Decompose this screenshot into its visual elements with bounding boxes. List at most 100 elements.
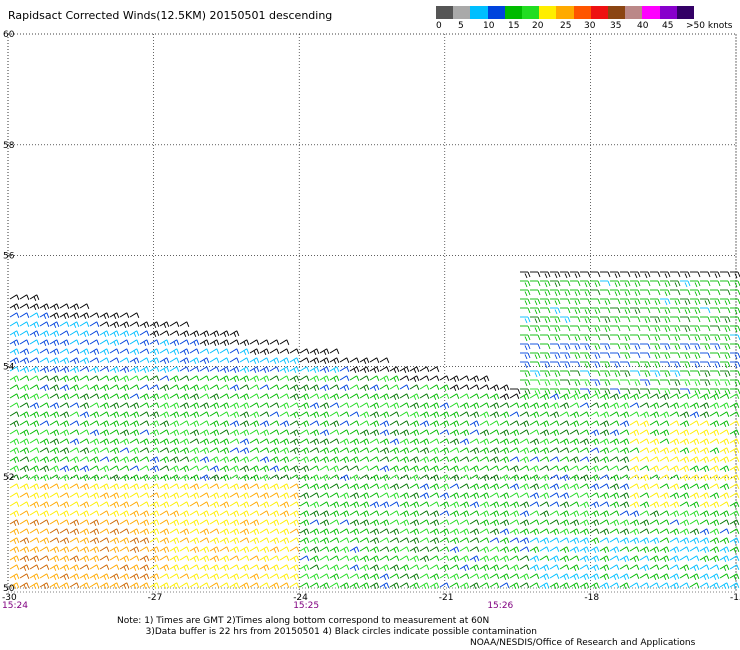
wind-barb (149, 483, 160, 489)
wind-barb (409, 492, 420, 500)
wind-barb (419, 474, 430, 480)
wind-barb (409, 456, 420, 464)
wind-barb (469, 429, 480, 435)
wind-barb (710, 325, 721, 332)
wind-barb (229, 573, 240, 581)
wind-barb (259, 582, 270, 588)
wind-barb (670, 280, 681, 288)
wind-barb (419, 447, 430, 455)
time-label: 15:26 (487, 601, 513, 611)
wind-barb (99, 420, 110, 428)
wind-barb (9, 393, 20, 399)
wind-barb (489, 564, 500, 572)
wind-barb (99, 429, 110, 437)
wind-barb (449, 546, 460, 554)
wind-barb (409, 501, 420, 509)
wind-barb (539, 420, 550, 428)
wind-barb (509, 393, 520, 399)
wind-barb (9, 321, 20, 327)
wind-barb (630, 352, 641, 359)
wind-barb (269, 420, 280, 426)
wind-barb (349, 420, 360, 426)
wind-barb (459, 411, 470, 417)
wind-barb (589, 465, 600, 473)
wind-barb (369, 438, 380, 444)
wind-barb (239, 420, 250, 428)
wind-barb (539, 492, 550, 500)
wind-barb (699, 564, 710, 570)
wind-barb (299, 582, 310, 588)
wind-barb (259, 474, 270, 482)
wind-barb (99, 501, 110, 507)
wind-barb (59, 528, 70, 534)
wind-barb (279, 384, 290, 390)
wind-barb (510, 388, 521, 395)
wind-barb (79, 501, 90, 509)
wind-barb (469, 375, 480, 383)
wind-barb (29, 492, 40, 500)
wind-barb (529, 582, 540, 588)
wind-barb (219, 366, 230, 374)
wind-barb (569, 519, 580, 527)
wind-barb (539, 402, 550, 410)
wind-barb (319, 537, 330, 545)
wind-barb (139, 555, 150, 563)
wind-barb (239, 348, 250, 356)
wind-barb (49, 528, 60, 534)
wind-barb (209, 393, 220, 401)
wind-barb (559, 528, 570, 536)
wind-barb (249, 420, 260, 428)
wind-barb (59, 456, 70, 462)
wind-barb (219, 330, 230, 338)
wind-barb (79, 564, 90, 570)
wind-barb (139, 465, 150, 471)
wind-barb (379, 546, 390, 552)
wind-barb (710, 280, 721, 287)
wind-barb (579, 501, 590, 509)
wind-barb (209, 420, 220, 428)
wind-barb (149, 555, 160, 563)
wind-barb (139, 375, 150, 381)
wind-barb (59, 465, 70, 473)
wind-barb (319, 348, 330, 356)
wind-barb (659, 483, 670, 489)
wind-barb (249, 582, 260, 588)
wind-barb (509, 402, 520, 408)
wind-barb (710, 334, 721, 342)
wind-barb (429, 510, 440, 518)
wind-barb (499, 555, 510, 563)
wind-barb (169, 537, 180, 545)
wind-barb (659, 393, 670, 401)
wind-barb (289, 582, 300, 588)
wind-barb (560, 271, 571, 279)
wind-barb (689, 519, 700, 525)
wind-barb (249, 492, 260, 498)
wind-barb (640, 289, 651, 296)
legend-label: >50 knots (686, 21, 733, 31)
wind-barb (119, 339, 130, 345)
wind-barb (409, 483, 420, 489)
wind-barb (119, 492, 130, 500)
wind-barb (39, 348, 50, 354)
legend-label: 25 (560, 21, 572, 31)
wind-barb (399, 411, 410, 417)
wind-barb (69, 519, 80, 527)
wind-barb (319, 582, 330, 590)
wind-barb (569, 411, 580, 419)
wind-barb (59, 564, 70, 572)
wind-barb (609, 420, 620, 426)
wind-barb (39, 447, 50, 453)
wind-barb (489, 474, 500, 482)
wind-barb (299, 474, 310, 482)
wind-barb (29, 447, 40, 453)
wind-barb (530, 343, 541, 350)
wind-barb (679, 438, 690, 446)
wind-barb (39, 582, 50, 590)
wind-barb (59, 411, 70, 419)
wind-barb (129, 402, 140, 410)
wind-barb (349, 393, 360, 399)
wind-barb (279, 366, 290, 374)
wind-barb (299, 483, 310, 489)
wind-barb (209, 411, 220, 417)
legend-swatch (590, 6, 609, 19)
